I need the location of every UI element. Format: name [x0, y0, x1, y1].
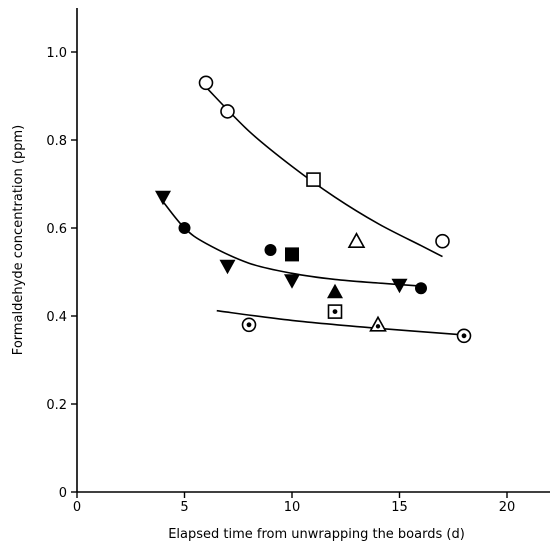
x-tick-label: 10 — [284, 500, 301, 515]
triangle-shape — [369, 315, 387, 332]
center-dot — [332, 309, 338, 314]
triangle-shape — [219, 259, 236, 275]
center-dot — [375, 324, 381, 329]
triangle-shape — [391, 278, 408, 294]
square-shape — [306, 172, 321, 187]
filled-square-marker — [285, 247, 299, 262]
triangle-shape — [327, 283, 343, 299]
x-tick-label: 15 — [391, 500, 408, 515]
x-tick-label: 0 — [73, 500, 81, 515]
dotted-triangle-marker — [369, 315, 387, 332]
circle-shape — [264, 244, 277, 256]
fit-curves — [162, 86, 465, 336]
filled-triangle-down-marker — [391, 278, 408, 294]
circle-shape — [220, 104, 235, 119]
dotted-square-marker — [327, 304, 343, 319]
filled-circle-marker — [178, 222, 191, 234]
circle-shape — [415, 282, 427, 295]
triangle-shape — [347, 232, 366, 248]
circle-shape — [178, 222, 191, 234]
axes — [76, 8, 550, 493]
y-tick-label: 1.0 — [46, 46, 67, 61]
filled-triangle-down-marker — [284, 274, 300, 289]
ticks: 0 5 10 15 20 0 0.2 0.4 0.6 0.8 1.0 — [46, 46, 515, 515]
filled-triangle-marker — [327, 283, 343, 299]
y-tick-label: 0.6 — [46, 222, 67, 237]
y-axis-label: Formaldehyde concentration (ppm) — [11, 125, 26, 355]
circle-shape — [198, 75, 214, 91]
triangle-shape — [155, 190, 171, 206]
open-triangle-marker — [347, 232, 366, 248]
filled-circle-marker — [415, 282, 427, 295]
center-dot — [461, 333, 467, 339]
x-axis-label: Elapsed time from unwrapping the boards … — [168, 527, 465, 542]
square-shape — [285, 247, 299, 262]
filled-circle-marker — [264, 244, 277, 256]
data-points — [155, 75, 472, 344]
middle-fit-curve — [162, 201, 422, 287]
filled-triangle-down-marker — [155, 190, 171, 206]
open-circle-marker — [198, 75, 214, 91]
open-circle-marker — [435, 233, 450, 249]
x-tick-label: 20 — [499, 500, 516, 515]
y-tick-label: 0.8 — [46, 134, 67, 149]
upper-fit-curve — [205, 86, 443, 258]
filled-triangle-down-marker — [219, 259, 236, 275]
y-tick-label: 0 — [59, 486, 67, 501]
open-circle-marker — [220, 104, 235, 119]
center-dot — [246, 322, 252, 328]
x-tick-label: 5 — [180, 500, 188, 515]
triangle-shape — [284, 274, 300, 289]
open-square-marker — [306, 172, 321, 187]
dotted-circle-marker — [241, 317, 257, 333]
y-tick-label: 0.2 — [46, 398, 67, 413]
lower-fit-curve — [216, 309, 465, 336]
circle-shape — [435, 233, 450, 249]
y-tick-label: 0.4 — [46, 310, 67, 325]
dotted-circle-marker — [456, 328, 472, 344]
